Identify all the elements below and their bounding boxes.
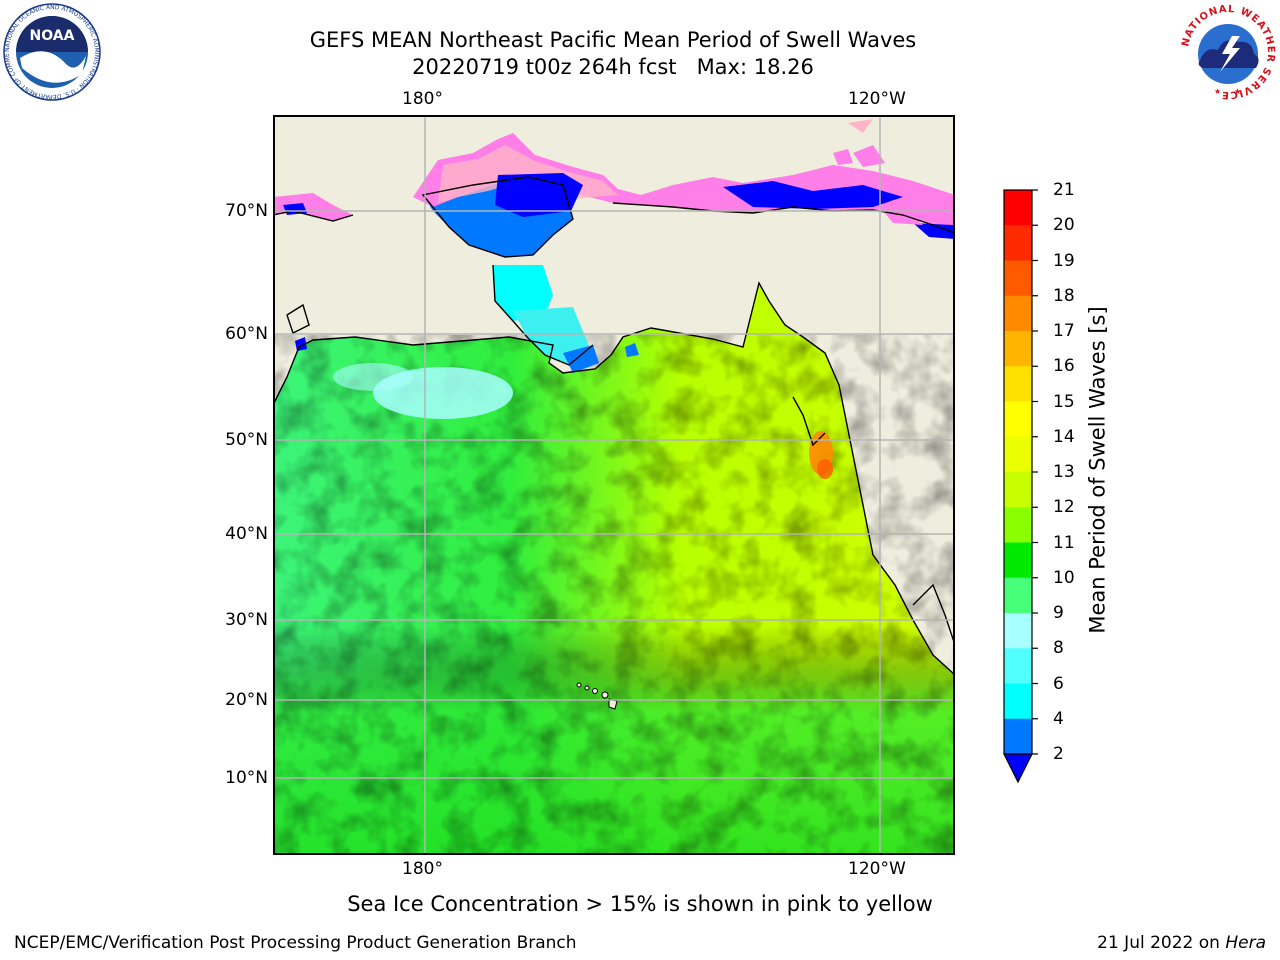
colorbar-segment [1004, 401, 1032, 438]
colorbar-segment [1004, 718, 1032, 755]
colorbar-segment [1004, 331, 1032, 367]
lon-label-top-180: 180° [402, 89, 443, 109]
map-panel [273, 115, 955, 855]
lat-label-20n: 20°N [225, 690, 268, 710]
colorbar-segment [1004, 577, 1032, 614]
colorbar-tick-label: 12 [1053, 497, 1075, 518]
footer-credit: NCEP/EMC/Verification Post Processing Pr… [14, 933, 577, 953]
noaa-logo: NATIONAL OCEANIC AND ATMOSPHERIC ADMINIS… [2, 2, 101, 101]
colorbar-tick-label: 8 [1053, 638, 1064, 659]
colorbar-label: Mean Period of Swell Waves [s] [1085, 306, 1110, 634]
footer-date: 21 Jul 2022 on Hera [1097, 932, 1266, 954]
colorbar-tick-label: 10 [1053, 567, 1075, 588]
lat-label-60n: 60°N [225, 324, 268, 344]
colorbar-tick-label: 2 [1053, 744, 1064, 764]
lat-label-10n: 10°N [225, 768, 268, 788]
colorbar-segment [1004, 542, 1032, 579]
colorbar-segment [1004, 295, 1032, 332]
colorbar-segment [1004, 190, 1032, 226]
nws-logo: NATIONAL WEATHER SERVICE ★ ★ [1180, 4, 1276, 100]
colorbar-segment [1004, 472, 1032, 508]
colorbar-segment [1004, 648, 1032, 684]
lon-label-top-120w: 120°W [848, 89, 906, 109]
colorbar-segment [1004, 260, 1032, 297]
colorbar-tick-label: 11 [1053, 532, 1075, 553]
colorbar-tick-label: 21 [1053, 180, 1075, 200]
chart-title: GEFS MEAN Northeast Pacific Mean Period … [309, 28, 917, 52]
colorbar-tick-label: 17 [1053, 321, 1075, 341]
graticule [273, 115, 955, 855]
hawaii-islands [576, 682, 618, 710]
colorbar [1003, 189, 1038, 784]
colorbar-segment [1004, 613, 1032, 649]
colorbar-segment [1004, 366, 1032, 402]
lat-label-70n: 70°N [225, 201, 268, 221]
lat-label-40n: 40°N [225, 524, 268, 544]
chart-subtitle-run: 20220719 t00z 264h fcst Max: 18.26 [412, 55, 814, 79]
lon-label-bottom-120w: 120°W [848, 859, 906, 879]
footer-host: Hera [1225, 933, 1266, 953]
colorbar-tick-label: 19 [1053, 250, 1075, 271]
colorbar-segment [1004, 225, 1032, 261]
colorbar-tick-label: 6 [1053, 673, 1064, 694]
colorbar-segment [1004, 683, 1032, 720]
colorbar-tick-label: 16 [1053, 356, 1075, 377]
colorbar-tick-label: 15 [1053, 391, 1075, 412]
footer-date-text: 21 Jul 2022 on [1097, 933, 1226, 953]
lon-label-bottom-180: 180° [402, 859, 443, 879]
colorbar-tick-label: 13 [1053, 462, 1075, 482]
lat-label-50n: 50°N [225, 430, 268, 450]
colorbar-tick-label: 4 [1053, 708, 1064, 729]
colorbar-segment [1004, 436, 1032, 473]
svg-text:★: ★ [1214, 87, 1221, 96]
svg-text:★: ★ [1234, 87, 1241, 96]
colorbar-segment [1004, 507, 1032, 543]
sea-ice-note: Sea Ice Concentration > 15% is shown in … [347, 892, 933, 916]
svg-text:NOAA: NOAA [30, 28, 75, 44]
colorbar-tick-label: 20 [1053, 215, 1075, 236]
lat-label-30n: 30°N [225, 610, 268, 630]
colorbar-tick-label: 9 [1053, 603, 1064, 623]
colorbar-tick-label: 14 [1053, 426, 1075, 447]
colorbar-tick-label: 18 [1053, 285, 1075, 306]
colorbar-extend-triangle [1003, 753, 1033, 784]
coastlines [273, 176, 955, 676]
